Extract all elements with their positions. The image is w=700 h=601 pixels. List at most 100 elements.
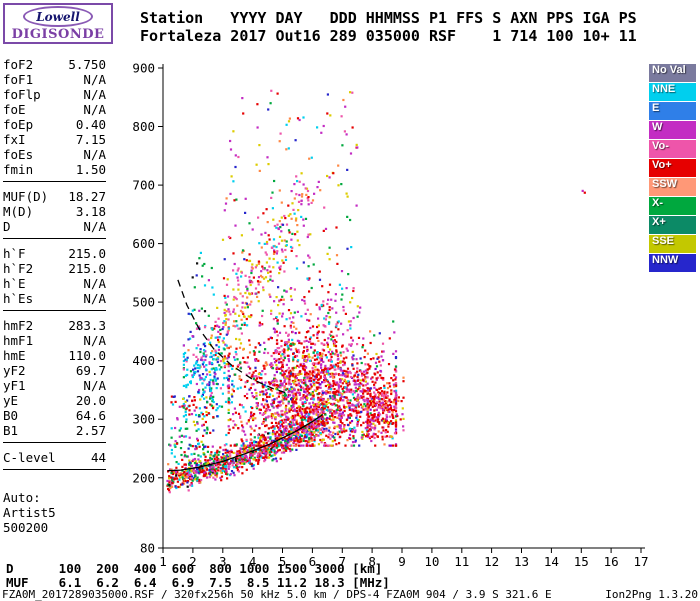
param-value: 20.0 (75, 393, 106, 408)
svg-text:16: 16 (604, 554, 619, 569)
param-value: 44 (90, 450, 106, 465)
param-label: yF1 (3, 378, 26, 393)
legend-item: No Val (649, 64, 696, 82)
param-value: N/A (83, 102, 106, 117)
param-label: yE (3, 393, 19, 408)
parameter-panel: foF2 5.750 foF1 N/A foFlp N/A foE N/A foEp 0.40 fx… (3, 57, 106, 535)
param-row: C-level 44 (3, 450, 106, 465)
svg-text:3: 3 (219, 554, 227, 569)
param-divider (3, 310, 106, 311)
footer: FZA0M_2017289035000.RSF / 320fx256h 50 k… (2, 589, 698, 600)
param-row: fmin 1.50 (3, 162, 106, 177)
d-muf-table: D 100 200 400 600 800 1000 1500 3000 [km… (6, 562, 390, 590)
y-axis: 900 800 700 600 500 400 300 200 80 (132, 61, 164, 556)
param-label: h`F (3, 246, 26, 261)
svg-text:14: 14 (544, 554, 559, 569)
param-row: h`Es N/A (3, 291, 106, 306)
svg-text:500: 500 (132, 295, 155, 310)
param-value: N/A (83, 378, 106, 393)
svg-text:17: 17 (633, 554, 648, 569)
param-label: foF1 (3, 72, 34, 87)
auto-line: 500200 (3, 520, 49, 535)
param-row: B0 64.6 (3, 408, 106, 423)
param-row: fxI 7.15 (3, 132, 106, 147)
param-label: hmF1 (3, 333, 34, 348)
param-label: h`E (3, 276, 26, 291)
auto-line: Artist5 (3, 505, 56, 520)
footer-version: Ion2Png 1.3.20 (605, 588, 698, 601)
param-value: 283.3 (68, 318, 106, 333)
svg-text:800: 800 (132, 119, 155, 134)
param-label: B1 (3, 423, 19, 438)
param-label: foEp (3, 117, 34, 132)
svg-text:4: 4 (249, 554, 257, 569)
legend-item: SSE (649, 235, 696, 253)
legend-item: NNW (649, 254, 696, 272)
lowell-logo: Lowell DIGISONDE (3, 3, 113, 44)
svg-text:15: 15 (574, 554, 589, 569)
svg-text:1: 1 (159, 554, 167, 569)
param-label: foFlp (3, 87, 41, 102)
svg-text:600: 600 (132, 236, 155, 251)
param-row: foE N/A (3, 102, 106, 117)
param-row: M(D) 3.18 (3, 204, 106, 219)
param-value: N/A (83, 276, 106, 291)
param-value: 110.0 (68, 348, 106, 363)
param-row: yF2 69.7 (3, 363, 106, 378)
auto-title: Auto: (3, 490, 41, 505)
param-value: 215.0 (68, 261, 106, 276)
param-label: hmF2 (3, 318, 34, 333)
svg-text:2: 2 (189, 554, 197, 569)
param-row: h`E N/A (3, 276, 106, 291)
param-divider (3, 181, 106, 182)
legend-item: E (649, 102, 696, 120)
svg-text:300: 300 (132, 412, 155, 427)
legend-item: SSW (649, 178, 696, 196)
param-row: h`F2 215.0 (3, 261, 106, 276)
svg-text:900: 900 (132, 61, 155, 76)
svg-text:400: 400 (132, 353, 155, 368)
station-header: Station YYYY DAY DDD HHMMSS P1 FFS S AXN… (140, 9, 637, 45)
svg-text:11: 11 (454, 554, 469, 569)
param-row: B1 2.57 (3, 423, 106, 438)
f-region-trace (167, 413, 324, 472)
legend-item: Vo- (649, 140, 696, 158)
svg-text:80: 80 (140, 541, 155, 556)
svg-text:12: 12 (484, 554, 499, 569)
param-label: D (3, 219, 11, 234)
svg-text:200: 200 (132, 470, 155, 485)
param-value: 5.750 (68, 57, 106, 72)
station-header-line1: Station YYYY DAY DDD HHMMSS P1 FFS S AXN… (140, 9, 637, 27)
svg-text:9: 9 (398, 554, 406, 569)
param-value: 0.40 (75, 117, 106, 132)
param-row: yF1 N/A (3, 378, 106, 393)
svg-text:5: 5 (279, 554, 287, 569)
param-label: fxI (3, 132, 26, 147)
d-row: D 100 200 400 600 800 1000 1500 3000 [km… (6, 561, 383, 576)
param-row: D N/A (3, 219, 106, 234)
legend-item: X- (649, 197, 696, 215)
param-divider (3, 238, 106, 239)
param-label: foEs (3, 147, 34, 162)
param-value: 2.57 (75, 423, 106, 438)
param-row: hmF1 N/A (3, 333, 106, 348)
param-value: N/A (83, 147, 106, 162)
param-label: fmin (3, 162, 34, 177)
legend-item: W (649, 121, 696, 139)
auto-scaling-block: Auto: Artist5 500200 (3, 490, 106, 535)
param-value: N/A (83, 87, 106, 102)
svg-text:7: 7 (339, 554, 347, 569)
muf-row: MUF 6.1 6.2 6.4 6.9 7.5 8.5 11.2 18.3 [M… (6, 575, 390, 590)
svg-text:700: 700 (132, 178, 155, 193)
legend-item: X+ (649, 216, 696, 234)
logo-lowell-text: Lowell (36, 9, 80, 24)
param-label: hmE (3, 348, 26, 363)
param-label: foF2 (3, 57, 34, 72)
param-value: 18.27 (68, 189, 106, 204)
svg-text:10: 10 (424, 554, 439, 569)
param-label: C-level (3, 450, 56, 465)
param-row: foEp 0.40 (3, 117, 106, 132)
svg-text:6: 6 (309, 554, 317, 569)
param-row: yE 20.0 (3, 393, 106, 408)
